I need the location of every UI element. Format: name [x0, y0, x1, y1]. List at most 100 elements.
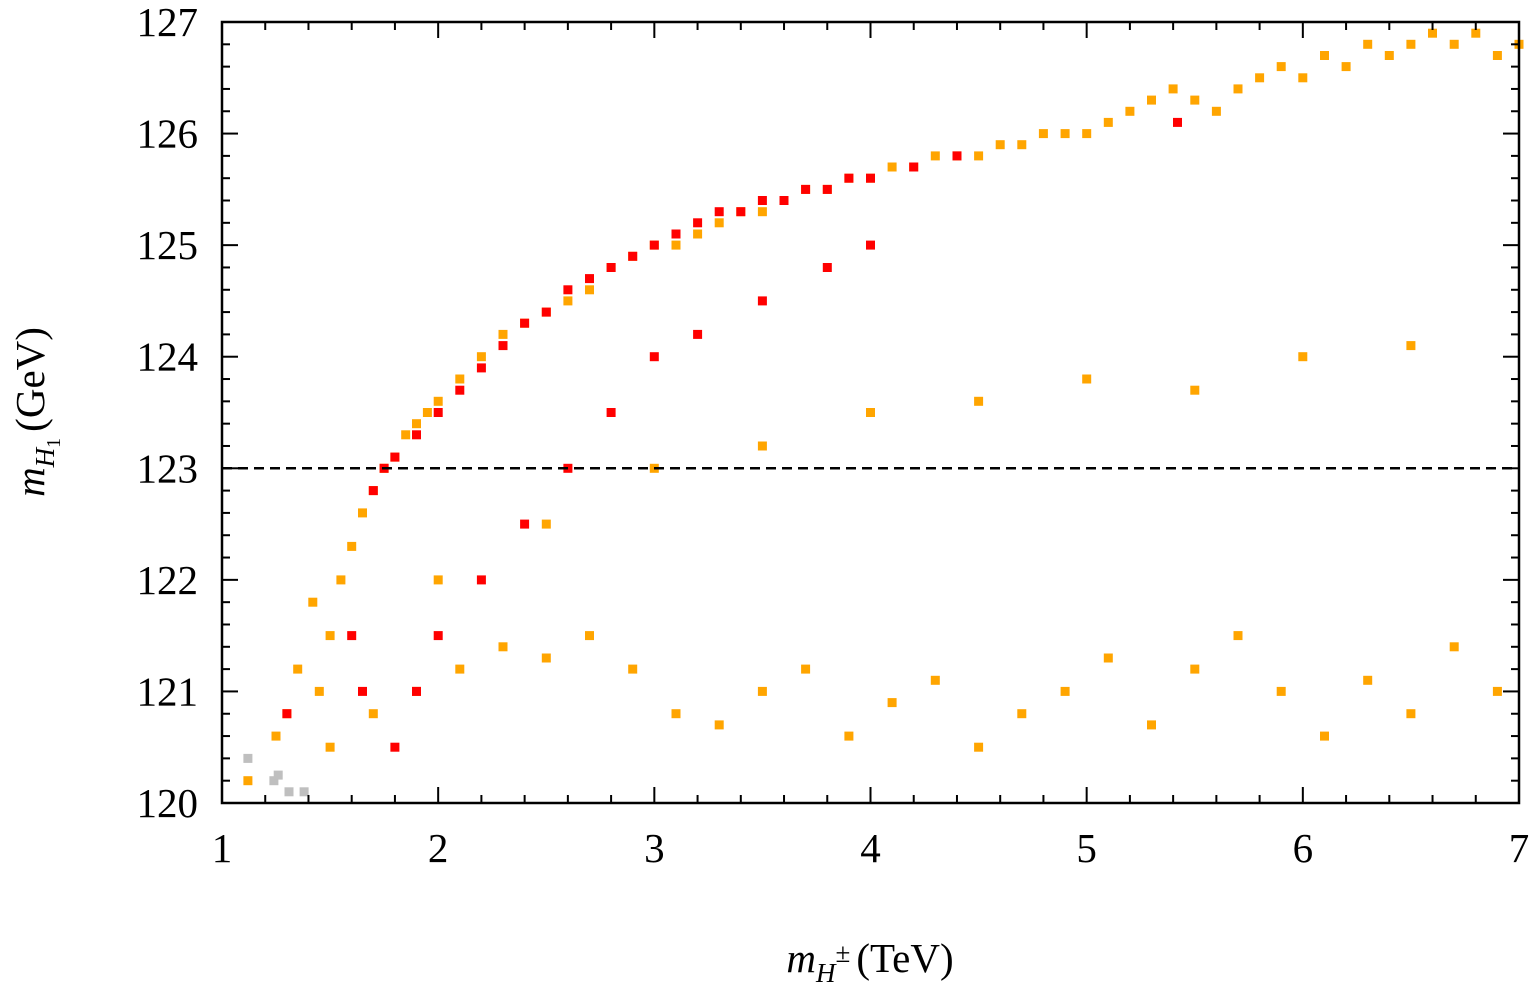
data-point [433, 396, 443, 406]
data-point [693, 329, 703, 339]
data-point [714, 207, 724, 217]
data-point [606, 408, 616, 417]
data-point [433, 408, 443, 417]
data-point [1082, 129, 1092, 139]
data-point [476, 363, 486, 373]
data-point [757, 196, 767, 205]
data-point [757, 441, 767, 451]
data-point [779, 196, 789, 205]
x-title-sub: H [815, 958, 837, 985]
data-point [1233, 84, 1243, 94]
data-point [455, 385, 465, 395]
data-point [844, 731, 854, 741]
y-title-subsub: 1 [43, 438, 65, 448]
data-point [887, 162, 897, 172]
data-point [671, 229, 681, 239]
data-point [1492, 51, 1502, 60]
data-point [412, 686, 421, 696]
data-point [757, 686, 767, 696]
x-tick-label: 5 [1076, 825, 1097, 871]
data-point [1449, 642, 1459, 652]
data-point [887, 698, 897, 708]
data-point [284, 787, 294, 797]
data-point [314, 686, 324, 696]
data-point [801, 664, 811, 674]
data-point [455, 664, 465, 674]
data-point [649, 352, 659, 362]
y-tick-label: 120 [137, 780, 199, 826]
data-point [693, 229, 703, 239]
y-tick-label: 122 [137, 557, 199, 603]
data-point [1190, 664, 1200, 674]
data-point [1471, 28, 1481, 38]
data-point [1168, 84, 1178, 94]
y-title-sub: H [30, 446, 60, 468]
data-point [347, 631, 357, 641]
plot-frame [220, 20, 1521, 805]
data-point [1492, 686, 1502, 696]
data-point [358, 508, 367, 518]
data-point [498, 642, 508, 652]
x-tick-label: 6 [1293, 825, 1314, 871]
data-point [541, 519, 551, 529]
y-tick-label: 124 [137, 334, 199, 380]
data-point [520, 318, 530, 328]
ticks-layer [221, 21, 1520, 804]
data-point [368, 709, 378, 719]
data-point [1103, 653, 1113, 663]
x-title-sup: ± [835, 938, 850, 968]
data-point [1038, 129, 1048, 139]
data-point [757, 296, 767, 306]
data-point [271, 731, 281, 741]
data-point [1449, 39, 1459, 49]
x-tick-label: 1 [212, 825, 233, 871]
data-point [325, 631, 335, 641]
x-title-unit: (TeV) [856, 935, 953, 981]
data-point [1406, 341, 1416, 351]
data-point [541, 307, 551, 317]
data-point [909, 162, 919, 172]
data-point [401, 430, 411, 440]
data-point [273, 770, 283, 780]
data-point [325, 742, 335, 752]
data-point [822, 263, 832, 272]
data-point [243, 753, 253, 763]
data-point [671, 709, 681, 719]
data-point [563, 285, 573, 295]
data-point [1125, 106, 1135, 116]
data-point [801, 184, 811, 194]
data-point [714, 720, 724, 730]
data-point [757, 207, 767, 217]
data-point [628, 664, 638, 674]
data-point [1428, 28, 1437, 38]
data-point [1406, 39, 1416, 49]
data-point [585, 631, 594, 641]
data-point [1211, 106, 1221, 116]
data-point [671, 240, 681, 250]
data-point [866, 240, 875, 250]
data-point [1147, 720, 1156, 730]
data-point [822, 184, 832, 194]
data-point [498, 341, 508, 351]
data-point [293, 664, 303, 674]
x-title-symbol: m [786, 935, 816, 981]
data-point [995, 140, 1005, 150]
y-axis-title: mH1 (GeV) [7, 327, 65, 497]
data-point [1233, 631, 1243, 641]
data-point [358, 686, 367, 696]
data-point [1017, 709, 1027, 719]
data-point [649, 240, 659, 250]
y-tick-label: 123 [137, 445, 199, 491]
data-point [541, 653, 551, 663]
data-point [390, 452, 400, 462]
data-point [585, 285, 594, 295]
data-point [368, 486, 378, 496]
data-point [455, 374, 465, 384]
y-title-unit: (GeV) [7, 327, 53, 432]
data-point [606, 263, 616, 272]
y-tick-label: 125 [137, 222, 199, 268]
data-point [930, 151, 940, 161]
data-point [1082, 374, 1092, 384]
